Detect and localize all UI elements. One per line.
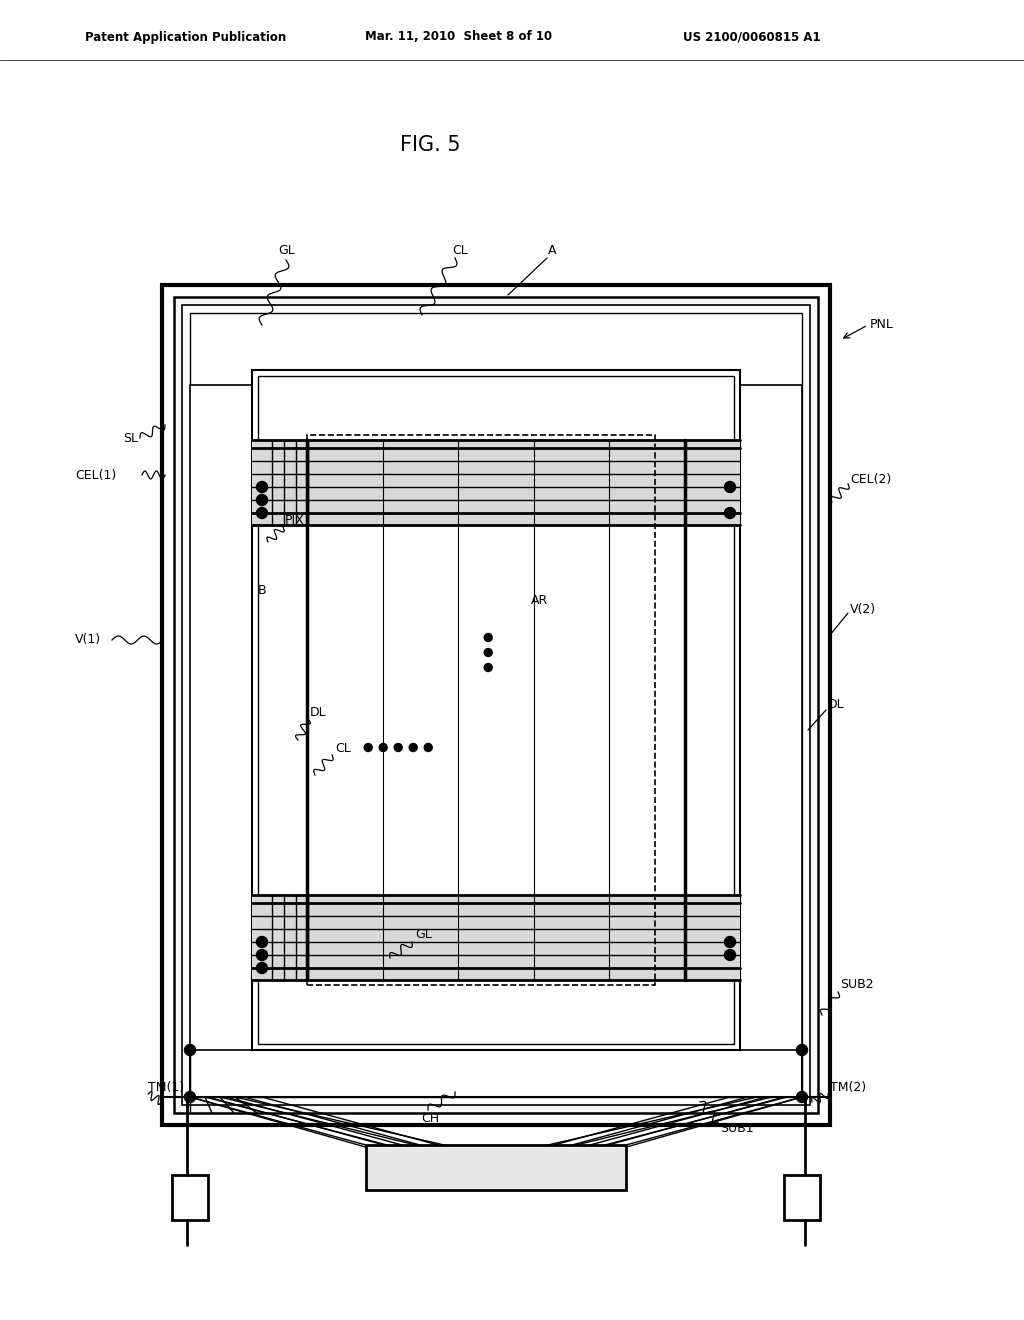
Text: FIG. 5: FIG. 5 xyxy=(399,135,461,154)
Bar xyxy=(162,285,830,1125)
Text: CEL(2): CEL(2) xyxy=(850,474,891,487)
Circle shape xyxy=(725,936,735,948)
Text: CL: CL xyxy=(335,742,351,755)
Circle shape xyxy=(256,949,267,961)
Text: SUB1: SUB1 xyxy=(720,1122,754,1134)
Bar xyxy=(190,313,802,1097)
Text: TM(2): TM(2) xyxy=(830,1081,866,1094)
Circle shape xyxy=(484,648,493,656)
Bar xyxy=(740,385,802,1049)
Bar xyxy=(182,305,810,1105)
Circle shape xyxy=(410,743,417,751)
Text: PNL: PNL xyxy=(870,318,894,331)
Text: CH: CH xyxy=(421,1111,439,1125)
Text: DL: DL xyxy=(828,698,845,711)
Text: Patent Application Publication: Patent Application Publication xyxy=(85,30,287,44)
Text: SL: SL xyxy=(123,432,138,445)
Text: Mar. 11, 2010  Sheet 8 of 10: Mar. 11, 2010 Sheet 8 of 10 xyxy=(365,30,552,44)
Circle shape xyxy=(256,507,267,519)
Text: GL: GL xyxy=(415,928,432,941)
Circle shape xyxy=(256,936,267,948)
Text: V(2): V(2) xyxy=(850,603,877,616)
Circle shape xyxy=(484,634,493,642)
Text: DL: DL xyxy=(310,705,327,718)
Circle shape xyxy=(256,962,267,974)
Circle shape xyxy=(184,1044,196,1056)
Circle shape xyxy=(424,743,432,751)
Bar xyxy=(307,436,655,985)
Text: CEL(1): CEL(1) xyxy=(75,469,117,482)
Text: AR: AR xyxy=(531,594,549,606)
Circle shape xyxy=(184,1092,196,1102)
Circle shape xyxy=(725,507,735,519)
Circle shape xyxy=(394,743,402,751)
Circle shape xyxy=(484,664,493,672)
Bar xyxy=(172,1175,208,1220)
Bar xyxy=(258,376,734,1044)
Circle shape xyxy=(365,743,372,751)
Text: PIX: PIX xyxy=(285,513,305,527)
Text: GL: GL xyxy=(279,243,295,256)
Bar xyxy=(784,1175,820,1220)
Text: TM(1): TM(1) xyxy=(148,1081,184,1094)
Bar xyxy=(252,440,740,525)
Bar xyxy=(174,297,818,1113)
Text: V(1): V(1) xyxy=(75,634,101,647)
Bar xyxy=(252,370,740,1049)
Bar xyxy=(252,895,740,979)
Bar xyxy=(190,385,252,1049)
Text: CL: CL xyxy=(453,243,468,256)
Circle shape xyxy=(256,495,267,506)
Text: B: B xyxy=(258,583,266,597)
Bar xyxy=(366,1144,626,1191)
Circle shape xyxy=(379,743,387,751)
Text: US 2100/0060815 A1: US 2100/0060815 A1 xyxy=(683,30,820,44)
Circle shape xyxy=(725,949,735,961)
Text: A: A xyxy=(548,243,556,256)
Circle shape xyxy=(256,482,267,492)
Text: SUB2: SUB2 xyxy=(840,978,873,991)
Circle shape xyxy=(797,1092,808,1102)
Circle shape xyxy=(797,1044,808,1056)
Circle shape xyxy=(725,482,735,492)
